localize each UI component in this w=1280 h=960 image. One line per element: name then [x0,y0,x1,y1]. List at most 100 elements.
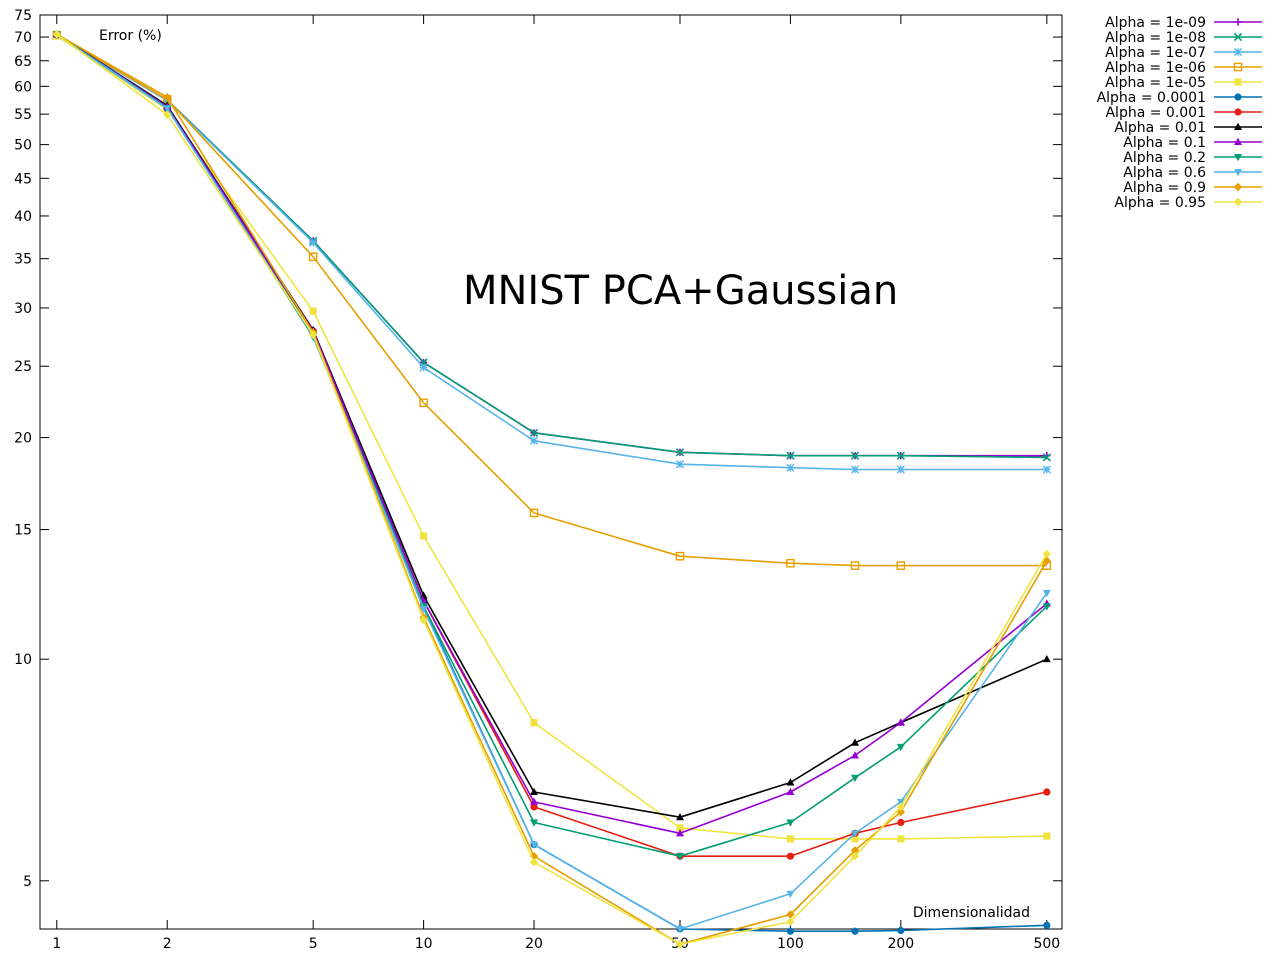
legend-marker [1234,108,1242,116]
data-point [896,798,905,807]
data-point [786,890,795,899]
y-tick-label: 40 [14,209,32,225]
legend-marker [1234,18,1242,26]
data-point [163,105,172,113]
legend-marker [1234,78,1242,86]
data-point [896,802,906,812]
data-point [896,451,906,460]
data-point [850,561,860,570]
data-point [896,561,906,570]
data-point [896,718,905,726]
data-point [786,927,795,935]
legend-marker [1233,32,1243,42]
data-point [851,751,860,759]
legend-marker [1234,93,1242,101]
data-point [529,857,539,867]
y-tick-label: 30 [14,301,32,317]
legend-label: Alpha = 0.95 [1114,195,1206,211]
data-point [675,448,685,457]
data-point [675,813,684,821]
data-point [529,436,539,445]
legend-label: Alpha = 1e-08 [1105,30,1206,46]
legend-label: Alpha = 0.01 [1114,120,1206,136]
legend-label: Alpha = 1e-07 [1105,45,1206,61]
x-tick-label: 5 [309,936,318,952]
y-tick-label: 45 [14,171,32,187]
data-point [675,460,685,469]
data-point [675,926,684,934]
data-point [786,910,795,919]
series-line [56,35,1047,840]
data-point [851,830,860,838]
series-line [56,34,1047,457]
legend-marker [1233,47,1243,57]
y-tick-label: 5 [23,874,32,890]
chart-series [52,30,1052,949]
x-tick-label: 2 [163,936,172,952]
series-line [56,33,1048,819]
series-group [52,30,1051,462]
data-point [308,252,318,262]
series-line [56,33,1048,946]
y-tick-label: 10 [14,652,32,668]
series-line [56,34,1047,933]
data-point [309,307,317,315]
data-point [897,835,905,843]
legend-marker [1234,122,1242,130]
legend-label: Alpha = 0.001 [1105,105,1206,121]
data-point [530,803,538,811]
series-group [52,30,1051,837]
chart-title: MNIST PCA+Gaussian [463,268,898,314]
data-point [786,463,795,472]
x-tick-label: 10 [415,936,433,952]
y-tick-label: 35 [14,252,32,268]
data-point [419,363,428,372]
legend-marker [1234,137,1242,145]
y-tick-label: 25 [14,359,32,375]
data-point [1042,549,1052,559]
series-line [56,34,1047,567]
legend-label: Alpha = 1e-09 [1105,15,1206,31]
y-tick-label: 20 [14,431,32,447]
legend-label: Alpha = 1e-06 [1105,60,1206,76]
data-point [786,558,795,568]
data-point [419,398,428,408]
x-axis-label: Dimensionalidad [913,905,1030,921]
data-point [675,940,685,949]
data-point [675,853,684,861]
y-tick-label: 60 [14,79,32,95]
data-point [786,852,795,860]
data-point [850,451,860,460]
data-point [1042,603,1051,611]
data-point [850,846,860,855]
data-point [675,829,684,837]
series-group [52,30,1051,821]
legend-label: Alpha = 1e-05 [1105,75,1206,91]
data-point [851,774,860,783]
legend-marker [1234,169,1242,177]
series-group [52,30,1052,949]
data-point [308,330,318,339]
data-point [786,787,795,796]
legend-marker [1233,182,1243,192]
data-point [1042,654,1051,663]
x-tick-label: 100 [777,936,804,952]
x-tick-label: 1 [52,936,61,952]
legend-label: Alpha = 0.6 [1123,165,1206,181]
data-point [1043,832,1051,840]
data-point [163,110,172,119]
series-line [56,34,1047,459]
data-point [419,605,428,614]
legend-label: Alpha = 0.2 [1123,150,1206,166]
data-point [530,719,538,727]
data-point [896,465,905,474]
legend-label: Alpha = 0.1 [1123,135,1206,151]
data-point [786,835,795,843]
legend-marker [1233,197,1243,207]
series-group [52,31,1051,474]
series-line [56,34,1047,471]
data-point [1042,589,1051,598]
x-tick-label: 200 [887,936,914,952]
data-point [52,30,61,39]
